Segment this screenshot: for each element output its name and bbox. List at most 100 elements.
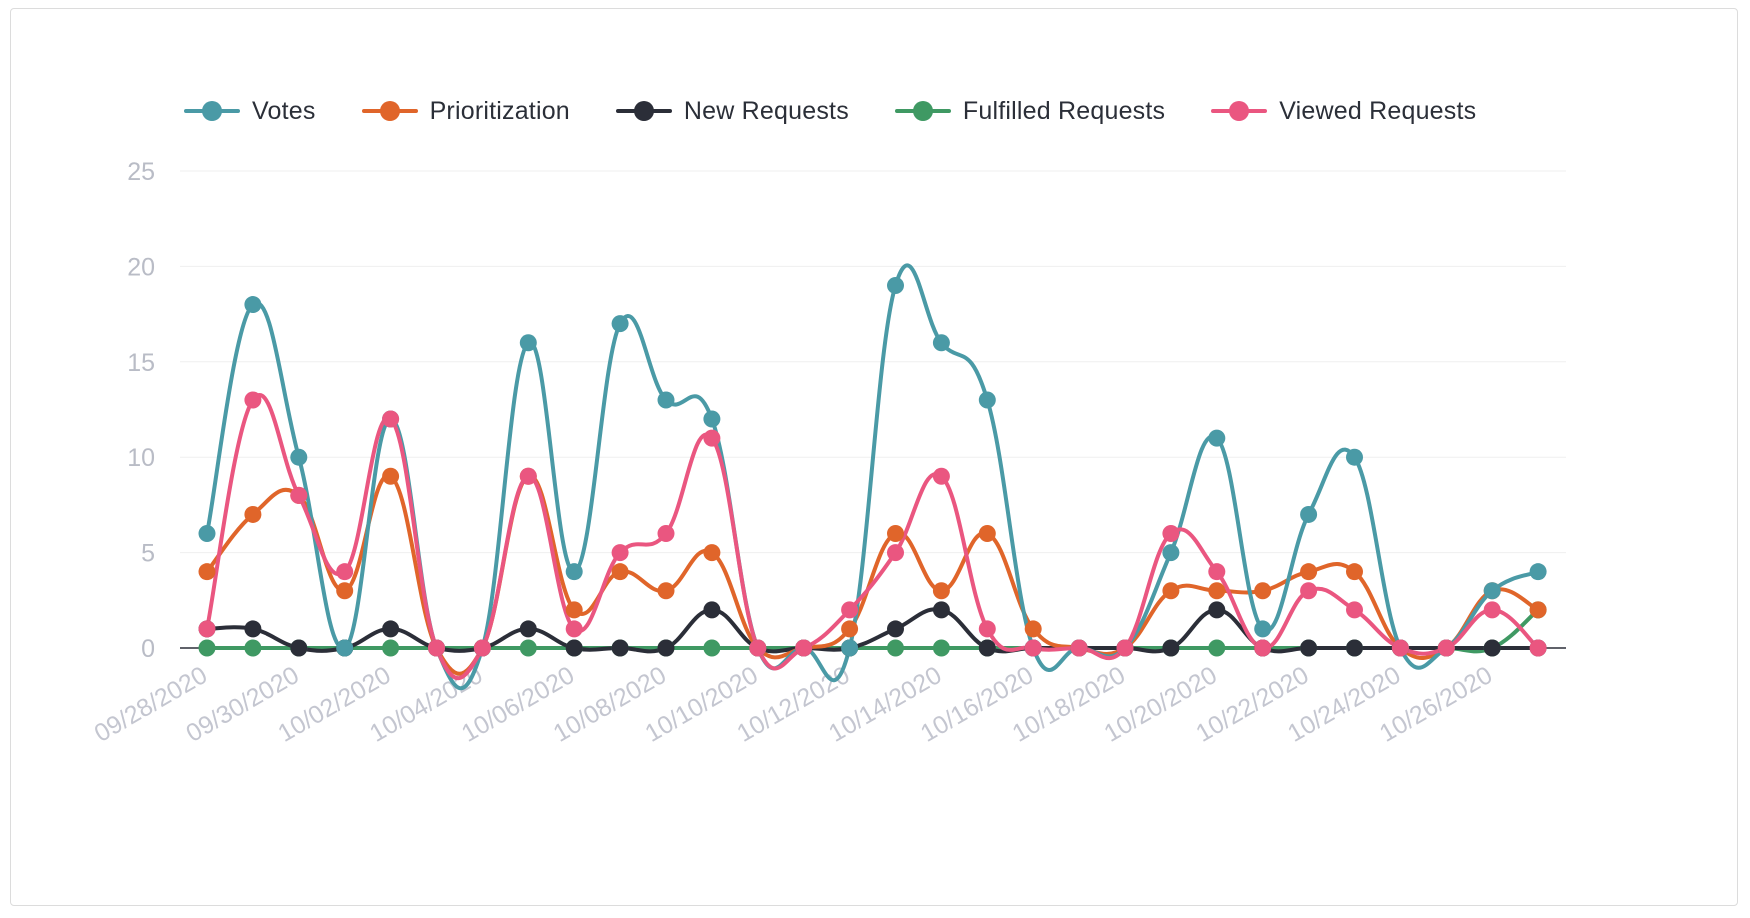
- data-point-viewed-requests[interactable]: [1300, 582, 1318, 600]
- data-point-prioritization[interactable]: [565, 601, 583, 619]
- data-point-votes[interactable]: [244, 296, 262, 314]
- data-point-viewed-requests[interactable]: [382, 410, 400, 428]
- legend-item-viewed-requests[interactable]: Viewed Requests: [1211, 97, 1476, 126]
- data-point-prioritization[interactable]: [703, 544, 721, 562]
- data-point-prioritization[interactable]: [1208, 582, 1226, 600]
- data-point-new-requests[interactable]: [519, 620, 537, 638]
- data-point-fulfilled-requests[interactable]: [198, 639, 216, 657]
- data-point-viewed-requests[interactable]: [657, 525, 675, 543]
- data-point-viewed-requests[interactable]: [428, 639, 445, 657]
- legend-item-new-requests[interactable]: New Requests: [615, 97, 849, 126]
- data-point-fulfilled-requests[interactable]: [887, 639, 904, 657]
- legend-label: Prioritization: [429, 96, 570, 125]
- data-point-prioritization[interactable]: [611, 563, 629, 581]
- data-point-votes[interactable]: [519, 334, 537, 352]
- data-point-new-requests[interactable]: [382, 620, 400, 638]
- data-point-new-requests[interactable]: [290, 639, 308, 657]
- data-point-fulfilled-requests[interactable]: [382, 639, 400, 657]
- data-point-new-requests[interactable]: [978, 639, 996, 657]
- data-point-new-requests[interactable]: [703, 601, 721, 619]
- data-point-viewed-requests[interactable]: [290, 486, 308, 504]
- data-point-fulfilled-requests[interactable]: [703, 639, 721, 657]
- data-point-votes[interactable]: [932, 334, 950, 352]
- data-point-prioritization[interactable]: [932, 582, 950, 600]
- data-point-prioritization[interactable]: [887, 525, 904, 543]
- data-point-viewed-requests[interactable]: [1391, 639, 1409, 657]
- data-point-votes[interactable]: [1162, 544, 1180, 562]
- data-point-votes[interactable]: [978, 391, 996, 409]
- data-point-prioritization[interactable]: [382, 467, 400, 485]
- data-point-new-requests[interactable]: [1483, 639, 1501, 657]
- data-point-prioritization[interactable]: [978, 525, 996, 543]
- data-point-prioritization[interactable]: [657, 582, 675, 600]
- data-point-fulfilled-requests[interactable]: [519, 639, 537, 657]
- data-point-viewed-requests[interactable]: [519, 467, 537, 485]
- data-point-prioritization[interactable]: [1024, 620, 1042, 638]
- data-point-viewed-requests[interactable]: [1116, 639, 1134, 657]
- data-point-new-requests[interactable]: [932, 601, 950, 619]
- data-point-prioritization[interactable]: [1162, 582, 1180, 600]
- data-point-votes[interactable]: [336, 639, 354, 657]
- data-point-viewed-requests[interactable]: [1024, 639, 1042, 657]
- data-point-viewed-requests[interactable]: [932, 467, 950, 485]
- data-point-prioritization[interactable]: [1529, 601, 1547, 619]
- data-point-prioritization[interactable]: [1300, 563, 1318, 581]
- data-point-viewed-requests[interactable]: [1254, 639, 1272, 657]
- data-point-viewed-requests[interactable]: [749, 639, 767, 657]
- data-point-viewed-requests[interactable]: [1162, 525, 1180, 543]
- data-point-prioritization[interactable]: [841, 620, 859, 638]
- data-point-new-requests[interactable]: [565, 639, 583, 657]
- data-point-votes[interactable]: [1208, 429, 1226, 447]
- data-point-prioritization[interactable]: [1346, 563, 1363, 581]
- data-point-fulfilled-requests[interactable]: [932, 639, 950, 657]
- data-point-votes[interactable]: [703, 410, 721, 428]
- data-point-new-requests[interactable]: [1346, 639, 1363, 657]
- data-point-votes[interactable]: [841, 639, 859, 657]
- data-point-viewed-requests[interactable]: [198, 620, 216, 638]
- data-point-viewed-requests[interactable]: [565, 620, 583, 638]
- data-point-prioritization[interactable]: [244, 505, 262, 523]
- data-point-viewed-requests[interactable]: [1483, 601, 1501, 619]
- data-point-votes[interactable]: [198, 525, 216, 543]
- data-point-viewed-requests[interactable]: [841, 601, 859, 619]
- data-point-new-requests[interactable]: [244, 620, 262, 638]
- data-point-votes[interactable]: [1346, 448, 1363, 466]
- data-point-viewed-requests[interactable]: [1346, 601, 1363, 619]
- data-point-viewed-requests[interactable]: [978, 620, 996, 638]
- data-point-viewed-requests[interactable]: [887, 544, 904, 562]
- data-point-prioritization[interactable]: [1254, 582, 1272, 600]
- data-point-viewed-requests[interactable]: [795, 639, 813, 657]
- data-point-new-requests[interactable]: [1162, 639, 1180, 657]
- data-point-new-requests[interactable]: [611, 639, 629, 657]
- data-point-votes[interactable]: [611, 315, 629, 333]
- data-point-new-requests[interactable]: [657, 639, 675, 657]
- data-point-viewed-requests[interactable]: [1208, 563, 1226, 581]
- data-point-viewed-requests[interactable]: [1529, 639, 1547, 657]
- data-point-votes[interactable]: [290, 448, 308, 466]
- data-point-votes[interactable]: [1529, 563, 1547, 581]
- data-point-viewed-requests[interactable]: [473, 639, 491, 657]
- legend-item-fulfilled-requests[interactable]: Fulfilled Requests: [894, 97, 1165, 126]
- legend-label: Viewed Requests: [1279, 96, 1477, 125]
- data-point-fulfilled-requests[interactable]: [244, 639, 262, 657]
- data-point-viewed-requests[interactable]: [336, 563, 354, 581]
- data-point-votes[interactable]: [1254, 620, 1272, 638]
- data-point-viewed-requests[interactable]: [1437, 639, 1455, 657]
- data-point-votes[interactable]: [565, 563, 583, 581]
- data-point-votes[interactable]: [657, 391, 675, 409]
- data-point-fulfilled-requests[interactable]: [1208, 639, 1226, 657]
- data-point-new-requests[interactable]: [1300, 639, 1318, 657]
- data-point-viewed-requests[interactable]: [611, 544, 629, 562]
- data-point-viewed-requests[interactable]: [1070, 639, 1088, 657]
- data-point-prioritization[interactable]: [336, 582, 354, 600]
- data-point-votes[interactable]: [887, 276, 904, 294]
- data-point-new-requests[interactable]: [1208, 601, 1226, 619]
- legend-item-prioritization[interactable]: Prioritization: [361, 96, 570, 126]
- data-point-viewed-requests[interactable]: [244, 391, 262, 409]
- data-point-prioritization[interactable]: [198, 563, 216, 581]
- data-point-viewed-requests[interactable]: [703, 429, 721, 447]
- data-point-new-requests[interactable]: [887, 620, 904, 638]
- legend-item-votes[interactable]: Votes: [184, 97, 316, 126]
- data-point-votes[interactable]: [1483, 582, 1501, 600]
- data-point-votes[interactable]: [1300, 505, 1318, 523]
